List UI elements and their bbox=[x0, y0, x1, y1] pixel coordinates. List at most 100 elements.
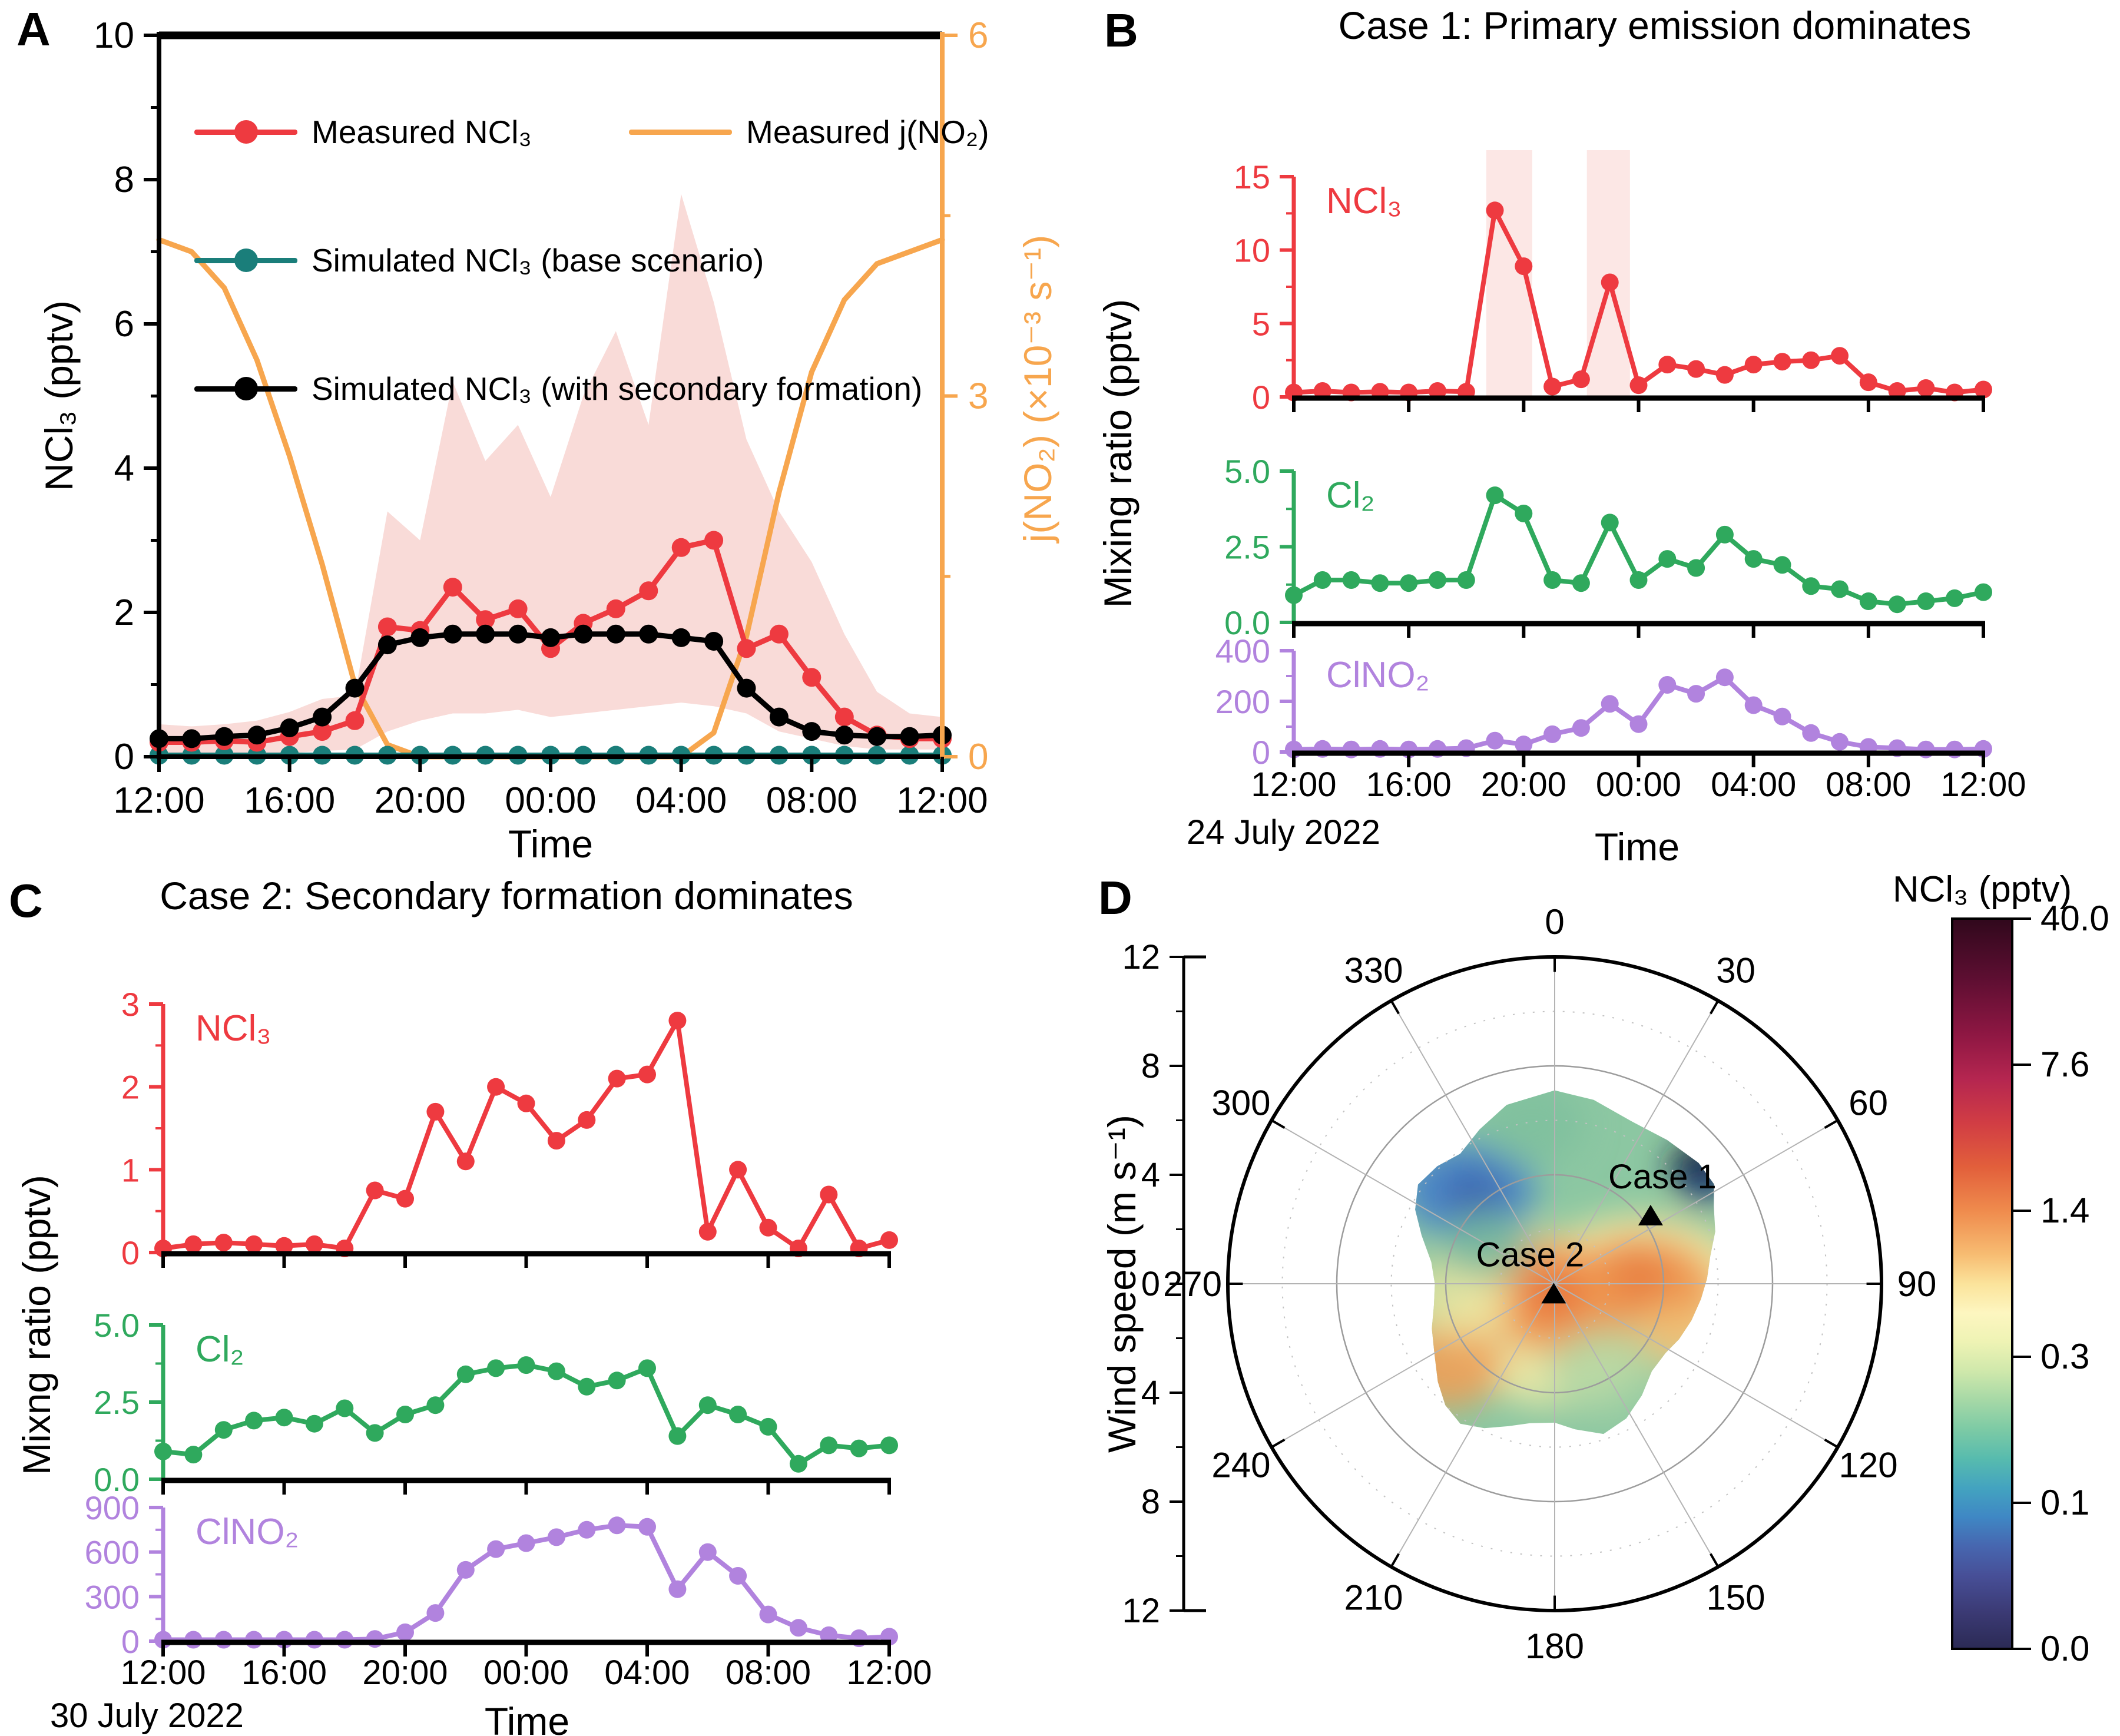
colorbar-tick-label: 0.1 bbox=[2040, 1483, 2089, 1522]
x-tick-label: 12:00 bbox=[120, 1654, 206, 1692]
species-label: ClNO₂ bbox=[196, 1512, 299, 1552]
measured-ncl3-point bbox=[639, 581, 658, 601]
series-point-1 bbox=[1515, 505, 1533, 522]
grid-spoke bbox=[1554, 1119, 1839, 1284]
speed-tick-label: 8 bbox=[1141, 1483, 1160, 1521]
panel-c-y-axis-title: Mixng ratio (pptv) bbox=[15, 1175, 58, 1475]
series-point-0 bbox=[366, 1181, 384, 1200]
series-point-0 bbox=[729, 1161, 747, 1179]
series-point-2 bbox=[366, 1630, 384, 1648]
colorbar-tick-label: 40.0 bbox=[2040, 899, 2109, 938]
series-point-0 bbox=[426, 1102, 445, 1121]
series-point-2 bbox=[638, 1518, 656, 1536]
measured-ncl3-point bbox=[443, 578, 462, 597]
series-line-0 bbox=[1291, 208, 1986, 395]
panel-c-chart: 0 1 2 3 NCl₃ 0.0 2.5 5.0 Cl₂ 0 300 600 900 ClNO₂ 12:00… bbox=[85, 986, 932, 1692]
case-marker-triangle bbox=[1638, 1204, 1663, 1225]
series-point-1 bbox=[426, 1396, 445, 1414]
simulated-secondary-point bbox=[443, 624, 462, 644]
y-tick-label: 1 bbox=[121, 1151, 140, 1188]
series-point-1 bbox=[1744, 550, 1763, 568]
colorbar-tick-label: 7.6 bbox=[2040, 1045, 2089, 1084]
y-tick-label: 5.0 bbox=[94, 1307, 140, 1344]
x-tick-label: 12:00 bbox=[113, 780, 204, 821]
speed-tick-label: 4 bbox=[1141, 1374, 1160, 1412]
simulated-secondary-point bbox=[639, 624, 658, 644]
speed-tick-label: 4 bbox=[1141, 1156, 1160, 1194]
series-point-1 bbox=[1457, 571, 1475, 589]
panel-a-y2-axis-title: j(NO₂) (×10⁻³ s⁻¹) bbox=[1016, 234, 1059, 543]
theta-tick bbox=[1271, 1439, 1286, 1449]
simulated-secondary-point bbox=[737, 678, 756, 698]
series-point-1 bbox=[487, 1359, 505, 1377]
panel-b-x-axis-title: Time bbox=[1594, 825, 1680, 869]
panel-b-chart: 0 5 10 15 NCl₃ 0.0 2.5 5.0 Cl₂ 0 200 400 ClNO₂ 12:00 1… bbox=[1215, 150, 2026, 804]
grid-spoke bbox=[1390, 1000, 1555, 1284]
panel-a-x-axis-title: Time bbox=[508, 822, 594, 866]
speed-tick-label: 12 bbox=[1122, 1592, 1160, 1630]
theta-tick-label: 180 bbox=[1525, 1626, 1584, 1666]
series-point-0 bbox=[1744, 356, 1763, 374]
series-point-0 bbox=[1629, 376, 1648, 395]
measured-ncl3-point bbox=[769, 624, 789, 644]
x-tick-label: 04:00 bbox=[1711, 766, 1796, 804]
panel-a-label: A bbox=[16, 3, 51, 55]
x-tick-label: 08:00 bbox=[1826, 766, 1911, 804]
series-point-1 bbox=[1888, 595, 1906, 614]
series-point-2 bbox=[1629, 715, 1648, 733]
series-point-2 bbox=[426, 1604, 445, 1622]
simulated-secondary-point bbox=[247, 725, 267, 745]
colorbar bbox=[1951, 917, 2013, 1650]
simulated-secondary-point bbox=[410, 628, 430, 647]
y-tick-label: 0 bbox=[121, 1234, 140, 1271]
series-point-2 bbox=[396, 1623, 414, 1641]
series-point-0 bbox=[305, 1235, 323, 1253]
grid-spoke bbox=[1390, 1283, 1555, 1568]
y-tick-label: 10 bbox=[1234, 232, 1270, 269]
simulated-secondary-point bbox=[769, 707, 789, 727]
y2-tick-label: 0 bbox=[968, 737, 988, 777]
theta-tick-label: 240 bbox=[1211, 1446, 1270, 1485]
species-label: Cl₂ bbox=[196, 1329, 244, 1370]
measured-ncl3-point bbox=[508, 599, 528, 618]
measured-ncl3-point bbox=[377, 617, 397, 637]
series-point-0 bbox=[184, 1235, 203, 1253]
y-tick-label: 900 bbox=[85, 1489, 140, 1526]
panel-b-title: Case 1: Primary emission dominates bbox=[1338, 4, 1972, 47]
series-point-0 bbox=[1802, 351, 1820, 369]
simulated-secondary-point bbox=[541, 628, 560, 647]
simulated-secondary-point bbox=[280, 718, 299, 737]
speed-tick-label: 12 bbox=[1122, 938, 1160, 976]
series-point-0 bbox=[1773, 353, 1791, 371]
series-point-1 bbox=[759, 1417, 777, 1436]
species-label: ClNO₂ bbox=[1326, 655, 1430, 695]
grid-spoke bbox=[1554, 1000, 1719, 1284]
series-point-1 bbox=[184, 1446, 203, 1464]
series-point-1 bbox=[456, 1365, 475, 1383]
case-label: Case 1 bbox=[1608, 1158, 1717, 1196]
series-point-1 bbox=[305, 1414, 323, 1433]
y-tick-label: 200 bbox=[1215, 683, 1270, 720]
y-tick-label: 2.5 bbox=[94, 1384, 140, 1421]
series-point-0 bbox=[1515, 257, 1533, 276]
y-tick-label: 6 bbox=[114, 304, 134, 344]
series-point-1 bbox=[1285, 586, 1303, 604]
series-point-0 bbox=[1687, 360, 1705, 378]
theta-tick-label: 150 bbox=[1706, 1578, 1765, 1618]
series-point-0 bbox=[1601, 273, 1619, 291]
series-point-0 bbox=[547, 1132, 565, 1150]
series-point-2 bbox=[547, 1528, 565, 1546]
theta-tick bbox=[1710, 1553, 1720, 1568]
theta-tick bbox=[1824, 1439, 1839, 1449]
series-point-1 bbox=[154, 1442, 172, 1460]
panel-d-chart: 0306090120150180210240270300330128404812… bbox=[1122, 899, 2109, 1668]
series-point-1 bbox=[850, 1439, 868, 1457]
series-point-2 bbox=[1831, 733, 1849, 751]
simulated-secondary-point bbox=[182, 729, 201, 748]
series-point-2 bbox=[789, 1619, 807, 1637]
theta-tick-label: 330 bbox=[1344, 950, 1403, 990]
simulated-secondary-point bbox=[606, 624, 625, 644]
series-point-0 bbox=[1917, 379, 1935, 397]
series-point-1 bbox=[517, 1356, 535, 1374]
colorbar-tick-label: 0.0 bbox=[2040, 1629, 2089, 1668]
